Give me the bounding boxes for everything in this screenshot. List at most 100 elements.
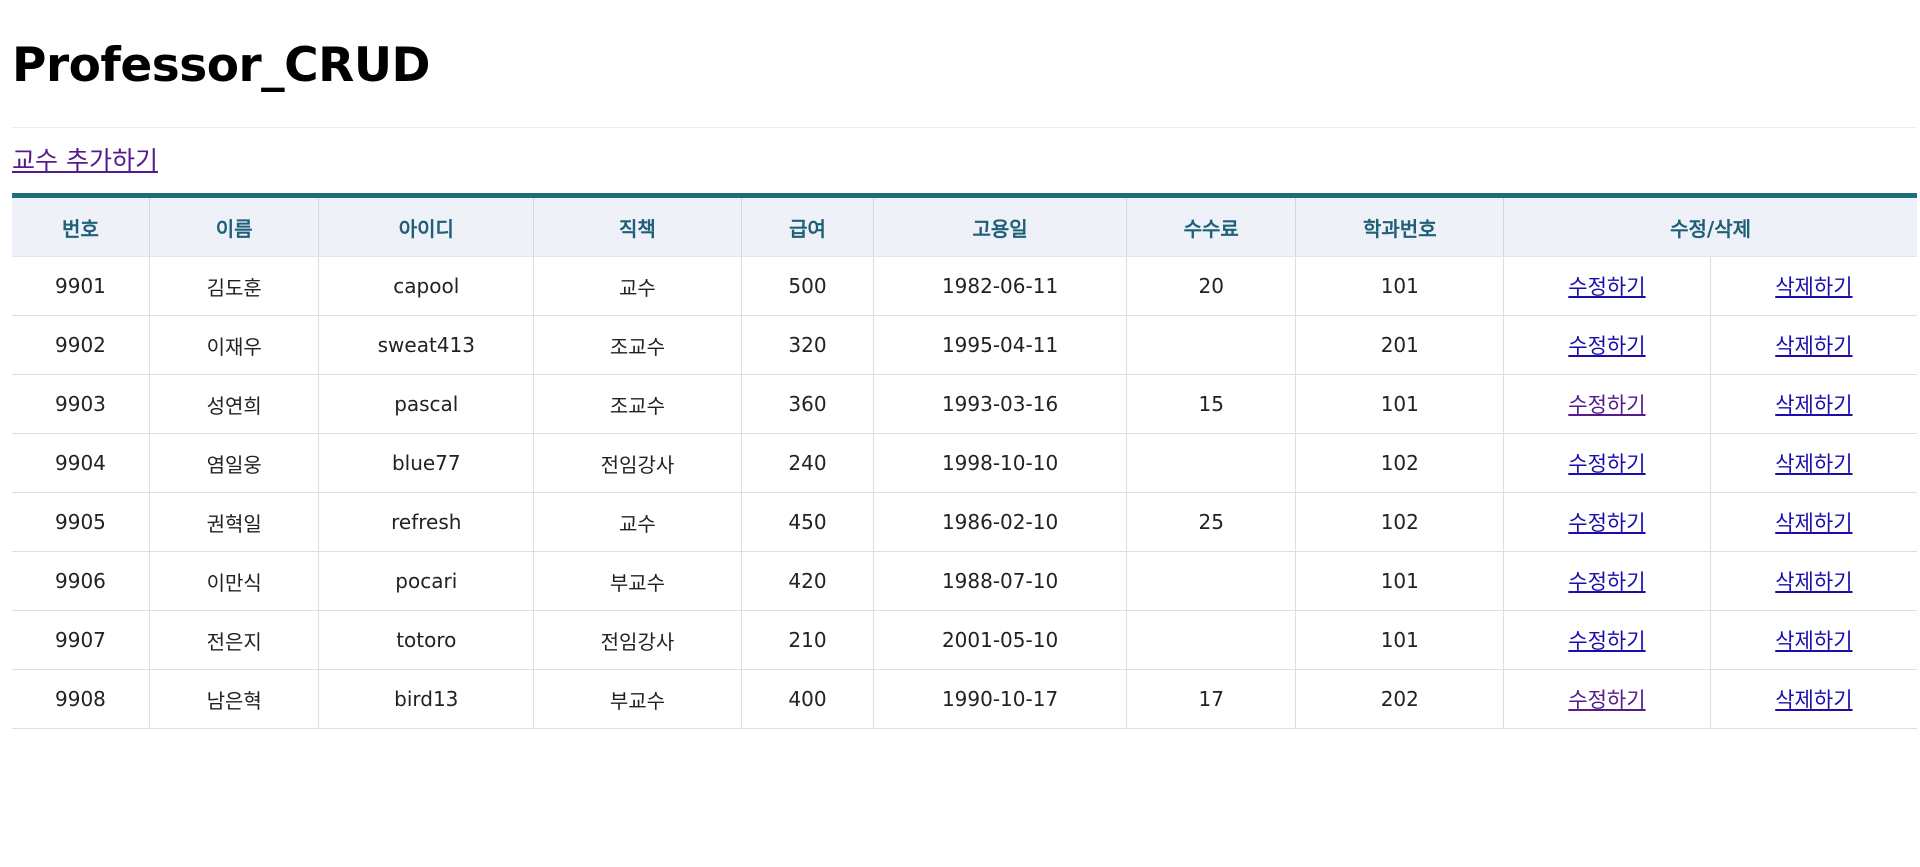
- page-title: Professor_CRUD: [12, 38, 431, 93]
- header-edit-delete: 수정/삭제: [1503, 195, 1917, 257]
- cell-deptno: 101: [1295, 551, 1504, 611]
- header-pay: 급여: [740, 195, 874, 257]
- edit-link[interactable]: 수정하기: [1568, 334, 1646, 358]
- cell-id: pascal: [318, 374, 534, 434]
- header-bonus: 수수료: [1125, 195, 1296, 257]
- cell-edit: 수정하기: [1503, 551, 1711, 611]
- cell-id: totoro: [318, 610, 534, 670]
- delete-link[interactable]: 삭제하기: [1775, 275, 1853, 299]
- cell-hiredate: 1986-02-10: [873, 492, 1127, 552]
- cell-edit: 수정하기: [1503, 610, 1711, 670]
- cell-id: capool: [318, 256, 534, 316]
- cell-name: 염일웅: [148, 433, 319, 493]
- cell-position: 전임강사: [533, 433, 742, 493]
- cell-bonus: 25: [1125, 492, 1296, 552]
- edit-link[interactable]: 수정하기: [1568, 629, 1646, 653]
- cell-bonus: 17: [1125, 669, 1296, 729]
- cell-pay: 320: [740, 315, 874, 375]
- cell-no: 9903: [12, 374, 150, 434]
- edit-link[interactable]: 수정하기: [1568, 452, 1646, 476]
- cell-pay: 450: [740, 492, 874, 552]
- table-row: 9903 성연희 pascal 조교수 360 1993-03-16 15 101 수정하기 삭제…: [12, 374, 1917, 434]
- cell-bonus: 20: [1125, 256, 1296, 316]
- cell-deptno: 101: [1295, 610, 1504, 670]
- delete-link[interactable]: 삭제하기: [1775, 688, 1853, 712]
- table-row: 9908 남은혁 bird13 부교수 400 1990-10-17 17 202 수정하기 삭제…: [12, 669, 1917, 729]
- delete-link[interactable]: 삭제하기: [1775, 334, 1853, 358]
- cell-position: 교수: [533, 256, 742, 316]
- cell-bonus: [1125, 610, 1296, 670]
- cell-edit: 수정하기: [1503, 374, 1711, 434]
- cell-no: 9906: [12, 551, 150, 611]
- cell-hiredate: 2001-05-10: [873, 610, 1127, 670]
- cell-position: 부교수: [533, 669, 742, 729]
- table-row: 9904 염일웅 blue77 전임강사 240 1998-10-10 102 수정하기 삭제하…: [12, 433, 1917, 493]
- header-id: 아이디: [318, 195, 534, 257]
- cell-name: 이재우: [148, 315, 319, 375]
- cell-id: sweat413: [318, 315, 534, 375]
- cell-id: pocari: [318, 551, 534, 611]
- cell-position: 조교수: [533, 315, 742, 375]
- cell-deptno: 102: [1295, 492, 1504, 552]
- delete-link[interactable]: 삭제하기: [1775, 629, 1853, 653]
- table-row: 9906 이만식 pocari 부교수 420 1988-07-10 101 수정하기 삭제하기: [12, 551, 1917, 611]
- cell-id: refresh: [318, 492, 534, 552]
- cell-delete: 삭제하기: [1709, 610, 1917, 670]
- edit-link[interactable]: 수정하기: [1568, 393, 1646, 417]
- cell-no: 9908: [12, 669, 150, 729]
- delete-link[interactable]: 삭제하기: [1775, 511, 1853, 535]
- edit-link[interactable]: 수정하기: [1568, 511, 1646, 535]
- cell-bonus: [1125, 315, 1296, 375]
- cell-delete: 삭제하기: [1709, 315, 1917, 375]
- cell-edit: 수정하기: [1503, 669, 1711, 729]
- cell-hiredate: 1982-06-11: [873, 256, 1127, 316]
- table-row: 9901 김도훈 capool 교수 500 1982-06-11 20 101 수정하기 삭제하…: [12, 256, 1917, 316]
- cell-delete: 삭제하기: [1709, 433, 1917, 493]
- delete-link[interactable]: 삭제하기: [1775, 393, 1853, 417]
- header-no: 번호: [12, 195, 150, 257]
- cell-position: 부교수: [533, 551, 742, 611]
- cell-edit: 수정하기: [1503, 315, 1711, 375]
- cell-pay: 240: [740, 433, 874, 493]
- cell-no: 9905: [12, 492, 150, 552]
- add-professor-link[interactable]: 교수 추가하기: [12, 146, 158, 175]
- cell-hiredate: 1998-10-10: [873, 433, 1127, 493]
- cell-pay: 360: [740, 374, 874, 434]
- delete-link[interactable]: 삭제하기: [1775, 452, 1853, 476]
- cell-name: 남은혁: [148, 669, 319, 729]
- cell-deptno: 202: [1295, 669, 1504, 729]
- table-row: 9902 이재우 sweat413 조교수 320 1995-04-11 201 수정하기 삭제…: [12, 315, 1917, 375]
- cell-deptno: 101: [1295, 374, 1504, 434]
- title-divider: [12, 127, 1917, 128]
- cell-pay: 400: [740, 669, 874, 729]
- table-row: 9905 권혁일 refresh 교수 450 1986-02-10 25 102 수정하기 삭제…: [12, 492, 1917, 552]
- cell-delete: 삭제하기: [1709, 492, 1917, 552]
- edit-link[interactable]: 수정하기: [1568, 275, 1646, 299]
- professor-table: 번호 이름 아이디 직책 급여 고용일 수수료 학과번호 수정/삭제 9901 김…: [12, 193, 1917, 729]
- cell-deptno: 201: [1295, 315, 1504, 375]
- cell-name: 전은지: [148, 610, 319, 670]
- cell-hiredate: 1993-03-16: [873, 374, 1127, 434]
- header-hiredate: 고용일: [873, 195, 1127, 257]
- delete-link[interactable]: 삭제하기: [1775, 570, 1853, 594]
- cell-position: 전임강사: [533, 610, 742, 670]
- cell-delete: 삭제하기: [1709, 551, 1917, 611]
- edit-link[interactable]: 수정하기: [1568, 688, 1646, 712]
- cell-id: blue77: [318, 433, 534, 493]
- cell-name: 성연희: [148, 374, 319, 434]
- cell-no: 9901: [12, 256, 150, 316]
- edit-link[interactable]: 수정하기: [1568, 570, 1646, 594]
- cell-no: 9902: [12, 315, 150, 375]
- cell-hiredate: 1990-10-17: [873, 669, 1127, 729]
- cell-bonus: [1125, 551, 1296, 611]
- header-name: 이름: [148, 195, 319, 257]
- cell-delete: 삭제하기: [1709, 374, 1917, 434]
- cell-name: 권혁일: [148, 492, 319, 552]
- cell-edit: 수정하기: [1503, 256, 1711, 316]
- cell-delete: 삭제하기: [1709, 669, 1917, 729]
- cell-hiredate: 1995-04-11: [873, 315, 1127, 375]
- cell-name: 이만식: [148, 551, 319, 611]
- cell-position: 교수: [533, 492, 742, 552]
- cell-pay: 210: [740, 610, 874, 670]
- cell-hiredate: 1988-07-10: [873, 551, 1127, 611]
